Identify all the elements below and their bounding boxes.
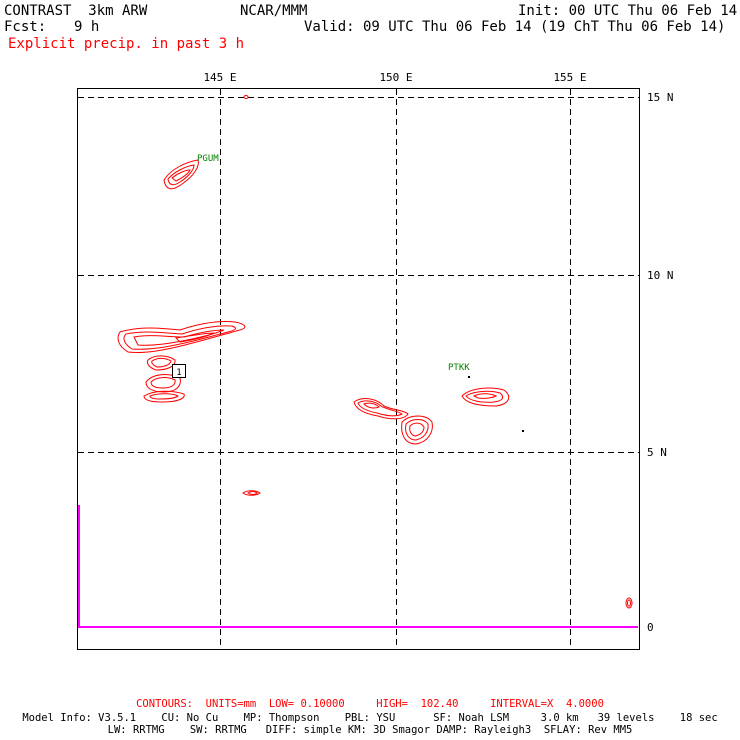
island-dots <box>468 376 524 432</box>
contour-cluster-band <box>117 321 246 353</box>
lon-label-155e: 155 E <box>553 71 586 84</box>
field-title: Explicit precip. in past 3 h <box>8 36 245 52</box>
contour-cluster-ptkk <box>461 387 510 407</box>
contour-equator-cell <box>625 597 633 609</box>
valid-time: Valid: 09 UTC Thu 06 Feb 14 (19 ChT Thu … <box>304 19 726 35</box>
lat-label-5n: 5 N <box>647 446 667 459</box>
contour-cluster-guam <box>163 159 199 190</box>
equator-line <box>78 505 638 628</box>
lon-label-150e: 150 E <box>379 71 412 84</box>
lat-lon-grid <box>78 89 639 649</box>
contour-cluster-center <box>353 398 433 445</box>
max-value-box <box>172 364 186 378</box>
model-info-line-1: Model Info: V3.5.1 CU: No Cu MP: Thompso… <box>22 712 718 724</box>
forecast-hour: 9 h <box>74 19 100 35</box>
lat-label-equator: 0 <box>647 621 654 634</box>
model-title: CONTRAST 3km ARW <box>4 3 148 19</box>
lon-label-145e: 145 E <box>203 71 236 84</box>
contour-small-cell <box>242 490 261 496</box>
map-frame <box>77 88 640 650</box>
coastline <box>78 505 638 628</box>
contour-cluster-south-band <box>143 355 185 403</box>
precip-contours <box>117 95 633 609</box>
station-label-pgum: PGUM <box>197 154 219 164</box>
forecast-label: Fcst: <box>4 19 47 35</box>
contour-info: CONTOURS: UNITS=mm LOW= 0.10000 HIGH= 10… <box>136 698 604 710</box>
organization-label: NCAR/MMM <box>240 3 308 19</box>
lat-label-15n: 15 N <box>647 91 674 104</box>
init-time: Init: 00 UTC Thu 06 Feb 14 <box>518 3 738 19</box>
max-value-label: 1 <box>176 368 181 378</box>
model-info-line-2: LW: RRTMG SW: RRTMG DIFF: simple KM: 3D … <box>107 724 633 736</box>
station-label-ptkk: PTKK <box>448 363 470 373</box>
contour-top-cell <box>243 95 249 99</box>
lat-label-10n: 10 N <box>647 269 674 282</box>
